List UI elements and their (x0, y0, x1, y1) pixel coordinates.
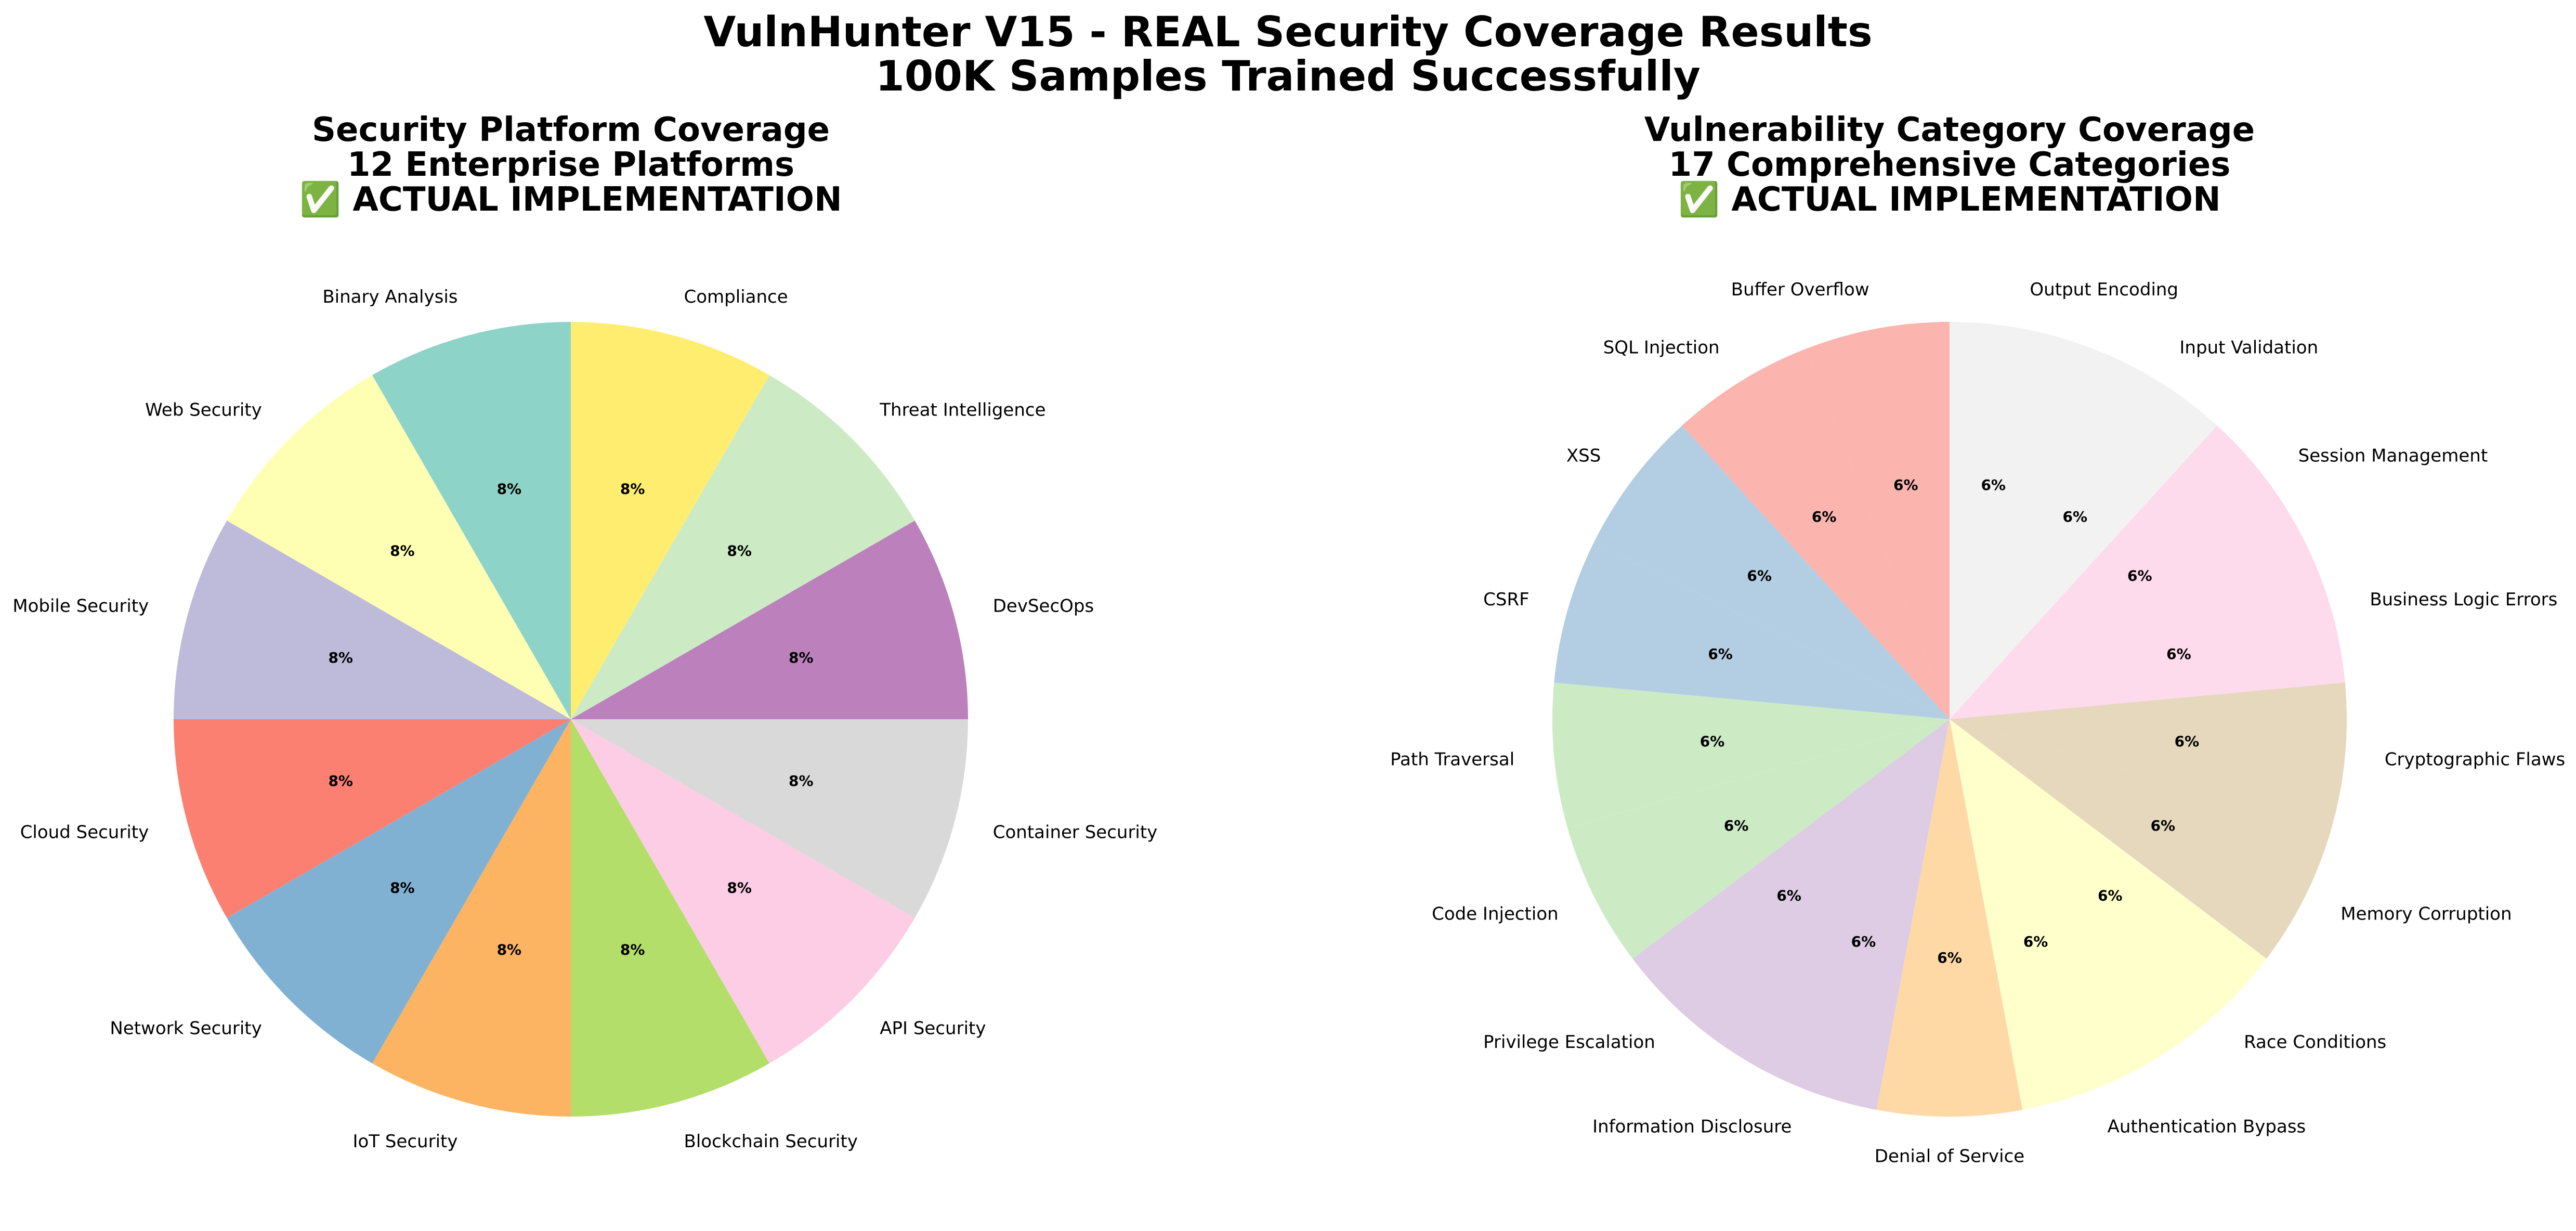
category-slice-input-validation (1950, 348, 2217, 719)
platform-slice-compliance (571, 322, 769, 719)
category-label-privilege-escalation: Privilege Escalation (1483, 1032, 1655, 1053)
category-pct-privilege-escalation: 6% (1776, 887, 1801, 904)
platform-slice-api-security (571, 719, 915, 1064)
category-pct-memory-corruption: 6% (2151, 817, 2176, 834)
figure-title-line-2: 100K Samples Trained Successfully (875, 52, 1701, 100)
platform-label-compliance: Compliance (684, 287, 788, 307)
category-pct-denial-of-service: 6% (1937, 949, 1962, 966)
category-slice-path-traversal (1552, 682, 1950, 828)
category-pct-session-management: 6% (2127, 567, 2152, 584)
platform-slice-blockchain-security (571, 719, 769, 1117)
platform-label-blockchain-security: Blockchain Security (684, 1131, 858, 1152)
platform-label-threat-intelligence: Threat Intelligence (879, 400, 1045, 421)
category-slice-xss (1594, 425, 1950, 719)
left-chart-subtitle: 12 Enterprise Platforms (347, 146, 795, 184)
category-pct-race-conditions: 6% (2098, 887, 2123, 904)
platform-slice-network-security (227, 719, 571, 1064)
category-slice-race-conditions (1950, 719, 2267, 1057)
category-label-code-injection: Code Injection (1432, 904, 1559, 925)
category-pct-csrf: 6% (1708, 645, 1733, 663)
category-slice-sql-injection (1682, 348, 1950, 719)
category-slice-csrf (1554, 542, 1950, 719)
category-slice-code-injection (1567, 719, 1950, 959)
platform-slice-iot-security (372, 719, 571, 1117)
category-label-input-validation: Input Validation (2179, 337, 2318, 358)
category-slice-memory-corruption (1950, 719, 2332, 959)
platform-slice-web-security (227, 375, 571, 719)
platform-pct-blockchain-security: 8% (620, 941, 645, 958)
left-chart-status: ✅ ACTUAL IMPLEMENTATION (299, 180, 842, 219)
left-chart-title: Security Platform Coverage (311, 111, 830, 149)
platform-pct-compliance: 8% (620, 481, 645, 498)
platform-slice-binary-analysis (372, 322, 571, 719)
category-pct-cryptographic-flaws: 6% (2175, 733, 2200, 750)
platform-label-mobile-security: Mobile Security (12, 595, 149, 616)
category-slice-session-management (1950, 425, 2305, 719)
category-label-business-logic-errors: Business Logic Errors (2370, 589, 2557, 610)
category-pct-business-logic-errors: 6% (2166, 645, 2191, 663)
platform-slice-container-security (571, 719, 968, 918)
right-chart-status: ✅ ACTUAL IMPLEMENTATION (1678, 180, 2221, 219)
category-label-information-disclosure: Information Disclosure (1592, 1117, 1792, 1137)
category-label-authentication-bypass: Authentication Bypass (2108, 1117, 2306, 1137)
figure-title-line-1: VulnHunter V15 - REAL Security Coverage … (703, 8, 1873, 56)
category-slice-information-disclosure (1740, 719, 1950, 1110)
platform-pct-api-security: 8% (727, 879, 752, 897)
platform-label-cloud-security: Cloud Security (20, 822, 149, 843)
category-label-cryptographic-flaws: Cryptographic Flaws (2385, 749, 2565, 770)
right-chart-subtitle: 17 Comprehensive Categories (1668, 146, 2231, 184)
category-label-memory-corruption: Memory Corruption (2340, 904, 2512, 925)
category-slice-business-logic-errors (1950, 542, 2345, 719)
platform-label-container-security: Container Security (993, 822, 1158, 843)
platform-slice-mobile-security (174, 521, 571, 719)
category-pct-sql-injection: 6% (1812, 508, 1837, 525)
platform-pct-iot-security: 8% (497, 941, 522, 958)
category-label-buffer-overflow: Buffer Overflow (1731, 279, 1869, 300)
platform-slice-devsecops (571, 521, 968, 719)
category-pct-buffer-overflow: 6% (1893, 476, 1918, 494)
category-label-csrf: CSRF (1483, 589, 1529, 610)
platform-label-network-security: Network Security (110, 1018, 261, 1039)
platform-label-iot-security: IoT Security (352, 1131, 457, 1152)
category-slice-buffer-overflow (1806, 322, 1950, 719)
category-label-race-conditions: Race Conditions (2244, 1032, 2386, 1053)
category-slice-privilege-escalation (1632, 719, 1950, 1057)
category-pct-path-traversal: 6% (1700, 733, 1725, 750)
category-label-session-management: Session Management (2298, 446, 2488, 467)
category-label-denial-of-service: Denial of Service (1875, 1146, 2024, 1167)
platform-pct-cloud-security: 8% (328, 772, 353, 789)
category-label-sql-injection: SQL Injection (1603, 337, 1720, 358)
platform-label-devsecops: DevSecOps (993, 595, 1094, 616)
platform-label-web-security: Web Security (145, 400, 262, 421)
category-pct-code-injection: 6% (1724, 817, 1749, 834)
category-pct-authentication-bypass: 6% (2023, 933, 2048, 950)
platform-label-api-security: API Security (880, 1018, 986, 1039)
platform-label-binary-analysis: Binary Analysis (322, 287, 457, 307)
category-label-output-encoding: Output Encoding (2030, 279, 2178, 300)
platform-slice-threat-intelligence (571, 375, 915, 719)
category-label-xss: XSS (1566, 446, 1601, 467)
category-label-path-traversal: Path Traversal (1390, 749, 1514, 770)
right-chart-title: Vulnerability Category Coverage (1644, 111, 2255, 149)
category-slice-denial-of-service (1876, 719, 2023, 1117)
platform-pct-web-security: 8% (390, 542, 415, 559)
category-pct-output-encoding: 6% (1981, 476, 2006, 494)
platform-pct-network-security: 8% (390, 879, 415, 897)
platform-pct-mobile-security: 8% (328, 649, 353, 666)
platform-pct-container-security: 8% (789, 772, 814, 789)
category-pct-xss: 6% (1747, 567, 1772, 584)
category-pct-information-disclosure: 6% (1851, 933, 1876, 950)
platform-pct-devsecops: 8% (789, 649, 814, 666)
category-slice-authentication-bypass (1950, 719, 2159, 1110)
platform-pct-threat-intelligence: 8% (727, 542, 752, 559)
category-pct-input-validation: 6% (2063, 508, 2088, 525)
category-slice-cryptographic-flaws (1950, 682, 2347, 828)
platform-slice-cloud-security (174, 719, 571, 918)
platform-pct-binary-analysis: 8% (497, 481, 522, 498)
category-slice-output-encoding (1950, 322, 2093, 719)
